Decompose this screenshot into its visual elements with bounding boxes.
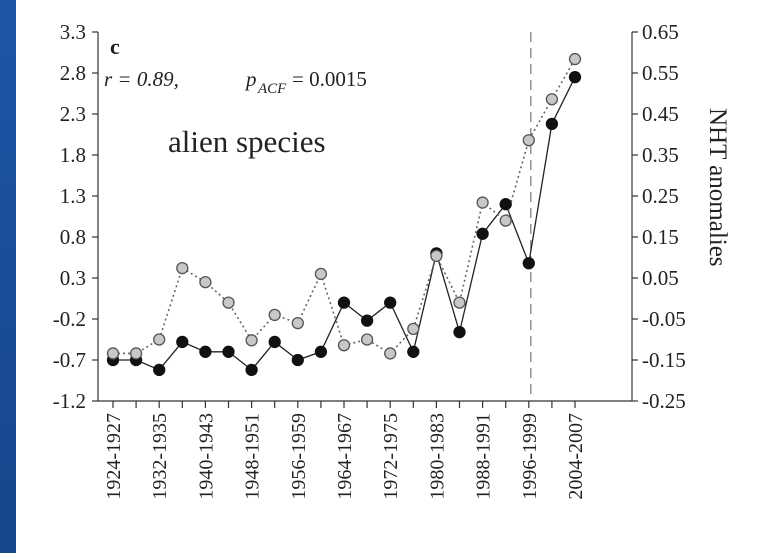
- y-tick-label: 1.8: [60, 143, 86, 167]
- stat-p-subscript: ACF: [257, 81, 287, 97]
- open-point: [199, 275, 212, 289]
- open-point: [268, 308, 281, 322]
- y2-tick-label: 0.35: [642, 143, 679, 167]
- panel-label: c: [110, 34, 120, 59]
- y2-tick-label: 0.55: [642, 61, 679, 85]
- open-point: [360, 333, 374, 346]
- x-tick-label: 1924-1927: [103, 413, 125, 500]
- y2-tick-label: 0.65: [642, 20, 679, 44]
- y2-tick-label: 0.25: [642, 184, 679, 208]
- y2-tick-label: -0.25: [642, 389, 686, 413]
- y-tick-label: 0.8: [60, 225, 86, 249]
- open-point: [568, 52, 582, 66]
- open-point: [245, 334, 258, 347]
- filled-point: [153, 363, 166, 376]
- y2-tick-label: -0.15: [642, 348, 686, 372]
- open-point: [453, 296, 466, 309]
- x-tick-label: 1956-1959: [288, 413, 310, 500]
- open-point: [222, 296, 235, 309]
- y-tick-label: -0.2: [53, 307, 86, 331]
- y-tick-label: -1.2: [53, 389, 86, 413]
- x-tick-label: 1980-1983: [426, 413, 448, 500]
- filled-point: [360, 314, 374, 327]
- y2-tick-label: 0.15: [642, 225, 679, 249]
- y-tick-label: 1.3: [60, 184, 86, 208]
- filled-point: [453, 325, 466, 339]
- chart-svg: 3.3 2.8 2.3 1.8 1.3 0.8 0.3 -0.2 -0.7 -1.2 0.65 0.5…: [53, 20, 731, 500]
- x-tick-label: 1988-1991: [473, 413, 495, 500]
- filled-point: [568, 70, 582, 84]
- filled-point: [245, 363, 258, 376]
- open-point: [153, 333, 166, 346]
- y2-axis-label: NHT anomalies: [704, 108, 731, 267]
- y-tick-label: 3.3: [60, 20, 86, 44]
- open-point: [176, 262, 189, 275]
- filled-point: [337, 296, 351, 309]
- open-point: [384, 347, 397, 360]
- filled-point: [545, 117, 559, 130]
- stat-p: p: [244, 67, 257, 91]
- filled-point: [522, 257, 535, 270]
- open-point: [522, 134, 535, 147]
- chart-axes: 3.3 2.8 2.3 1.8 1.3 0.8 0.3 -0.2 -0.7 -1.2 0.65 0.5…: [53, 20, 686, 500]
- y-tick-label: 2.8: [60, 61, 86, 85]
- open-point: [545, 93, 559, 106]
- x-tick-label: 1972-1975: [380, 413, 402, 500]
- stat-r: r = 0.89,: [104, 67, 179, 91]
- open-point: [314, 267, 328, 281]
- y-tick-label: 2.3: [60, 102, 86, 126]
- x-tick-label: 1964-1967: [334, 413, 356, 500]
- x-tick-label: 1940-1943: [195, 413, 217, 500]
- annotation-alien-species: alien species: [168, 124, 326, 159]
- open-point: [476, 196, 489, 209]
- open-point: [407, 322, 420, 335]
- filled-point: [291, 353, 304, 367]
- series-group: [106, 52, 582, 376]
- stat-p-value: = 0.0015: [292, 67, 367, 91]
- open-point: [106, 347, 120, 360]
- x-tick-label: 1948-1951: [242, 413, 264, 500]
- open-point: [430, 249, 443, 263]
- x-tick-label: 2004-2007: [565, 413, 587, 500]
- x-tick-label: 1932-1935: [149, 413, 171, 500]
- open-point: [291, 316, 304, 330]
- filled-point: [222, 345, 235, 358]
- filled-point: [407, 345, 420, 358]
- y2-tick-label: 0.05: [642, 266, 679, 290]
- y-tick-label: 0.3: [60, 266, 86, 290]
- filled-point: [384, 296, 397, 309]
- open-point: [337, 339, 351, 352]
- y2-tick-label: 0.45: [642, 102, 679, 126]
- filled-point: [268, 335, 281, 349]
- filled-point: [176, 335, 189, 349]
- filled-point: [476, 227, 489, 240]
- filled-point: [499, 198, 512, 211]
- x-tick-label: 1996-1999: [519, 413, 541, 500]
- filled-point: [199, 345, 212, 358]
- chart-panel: 3.3 2.8 2.3 1.8 1.3 0.8 0.3 -0.2 -0.7 -1.2 0.65 0.5…: [16, 0, 763, 553]
- y-tick-label: -0.7: [53, 348, 86, 372]
- filled-point: [314, 345, 328, 358]
- open-point: [129, 347, 143, 360]
- chart-text-group: c r = 0.89, p ACF = 0.0015 alien species…: [104, 34, 731, 267]
- y2-tick-label: -0.05: [642, 307, 686, 331]
- open-point: [499, 214, 512, 227]
